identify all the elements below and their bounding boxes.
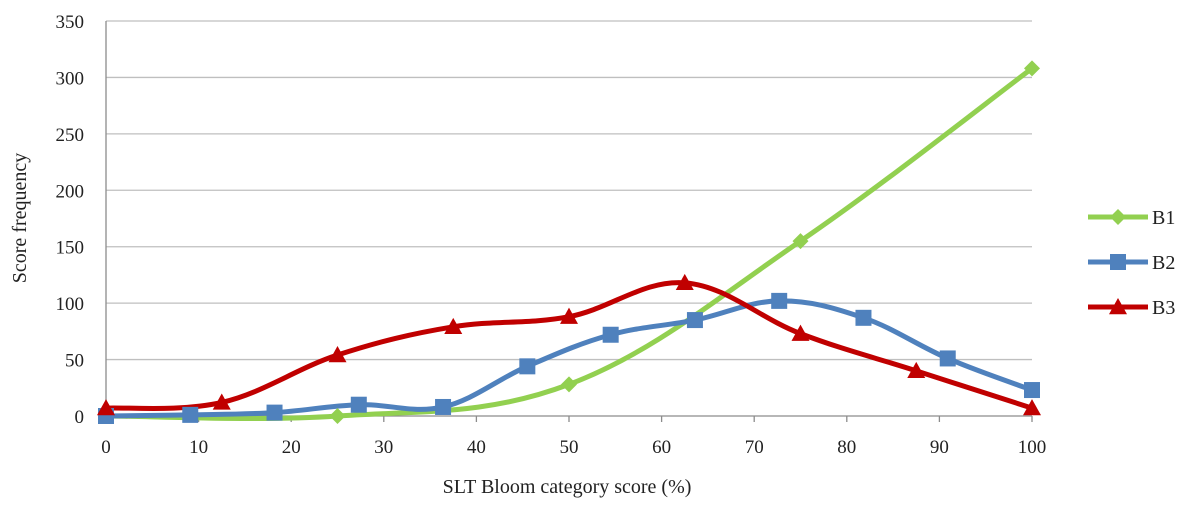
data-point-b3: [444, 317, 463, 335]
series-lines: [103, 65, 1035, 422]
data-point-b3: [328, 346, 347, 363]
y-tick-label: 350: [56, 12, 85, 33]
data-point-b3: [1023, 399, 1041, 416]
data-point-b3: [560, 307, 578, 324]
x-axis-title: SLT Bloom category score (%): [443, 476, 692, 498]
data-point-b2: [519, 358, 536, 375]
legend-marker: [1110, 254, 1126, 270]
data-point-b2: [855, 309, 872, 326]
y-tick-label: 0: [75, 407, 85, 428]
x-tick-label: 30: [374, 437, 393, 458]
data-point-b3: [97, 399, 115, 416]
data-point-b2: [435, 398, 452, 415]
data-point-b2: [182, 406, 199, 423]
legend-label: B3: [1152, 297, 1175, 319]
y-tick-label: 200: [56, 181, 85, 202]
legend-label: B1: [1152, 207, 1175, 229]
data-point-b3: [791, 324, 810, 341]
data-point-b2: [939, 350, 956, 367]
data-point-b1: [561, 376, 577, 393]
y-tick-label: 100: [56, 294, 85, 315]
x-tick-label: 80: [837, 437, 856, 458]
data-point-b1: [329, 408, 346, 424]
data-point-b2: [266, 404, 283, 421]
data-point-b2: [1024, 382, 1040, 399]
y-axis-title: Score frequency: [9, 153, 31, 284]
y-tick-label: 250: [56, 125, 85, 146]
data-point-b2: [686, 312, 703, 329]
series-markers: [97, 60, 1041, 424]
x-tick-label: 100: [1018, 437, 1047, 458]
y-tick-label: 50: [65, 351, 84, 372]
x-tick-label: 0: [101, 437, 111, 458]
data-point-b3: [675, 273, 694, 291]
data-point-b3: [212, 393, 231, 410]
data-point-b3: [907, 361, 926, 379]
legend-marker: [1110, 209, 1126, 225]
data-point-b1: [792, 233, 809, 250]
legend-marker: [1109, 298, 1127, 315]
data-point-b2: [350, 396, 367, 413]
series-line-b3: [103, 280, 1035, 411]
gridlines: [106, 20, 1032, 361]
data-point-b2: [771, 292, 788, 309]
x-tick-label: 50: [560, 437, 579, 458]
x-tick-label: 20: [282, 437, 301, 458]
x-tick-label: 40: [467, 437, 486, 458]
y-tick-label: 150: [56, 238, 85, 259]
x-tick-label: 60: [652, 437, 671, 458]
data-point-b1: [1024, 60, 1040, 77]
y-tick-label: 300: [56, 68, 85, 89]
x-tick-label: 10: [189, 437, 208, 458]
data-point-b2: [602, 326, 619, 343]
legend-label: B2: [1152, 252, 1175, 274]
legend: B1 B2 B3: [1088, 207, 1175, 319]
x-tick-label: 70: [745, 437, 764, 458]
series-line-b2: [103, 298, 1035, 419]
x-tick-label: 90: [930, 437, 949, 458]
